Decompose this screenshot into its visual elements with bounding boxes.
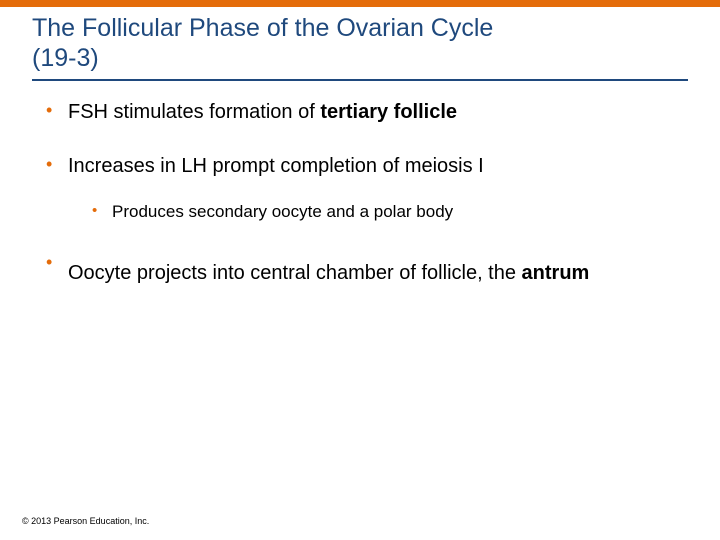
text-segment: Produces secondary oocyte and a polar bo… xyxy=(112,202,453,221)
bullet-marker: • xyxy=(46,99,68,122)
bullet-level-1: •Oocyte projects into central chamber of… xyxy=(46,251,692,295)
bullet-text: Increases in LH prompt completion of mei… xyxy=(68,153,692,179)
text-segment: Increases in LH prompt completion of mei… xyxy=(68,155,484,177)
text-segment: FSH stimulates formation of xyxy=(68,101,320,123)
slide-body: •FSH stimulates formation of tertiary fo… xyxy=(0,81,720,295)
slide: The Follicular Phase of the Ovarian Cycl… xyxy=(0,0,720,540)
bullet-text: Oocyte projects into central chamber of … xyxy=(68,251,692,295)
text-segment: Oocyte projects into central chamber of … xyxy=(68,262,522,284)
bullet-text: FSH stimulates formation of tertiary fol… xyxy=(68,99,692,125)
bold-term: tertiary follicle xyxy=(320,101,457,123)
bold-term: antrum xyxy=(522,262,590,284)
bullet-level-1: •Increases in LH prompt completion of me… xyxy=(46,153,692,179)
bullet-marker: • xyxy=(92,201,112,221)
bullet-marker: • xyxy=(46,251,68,274)
slide-title: The Follicular Phase of the Ovarian Cycl… xyxy=(0,7,720,77)
title-line-2: (19-3) xyxy=(32,43,688,73)
copyright-footer: © 2013 Pearson Education, Inc. xyxy=(22,516,149,526)
bullet-text: Produces secondary oocyte and a polar bo… xyxy=(112,201,692,223)
title-line-1: The Follicular Phase of the Ovarian Cycl… xyxy=(32,13,688,43)
bullet-marker: • xyxy=(46,153,68,176)
bullet-level-1: •FSH stimulates formation of tertiary fo… xyxy=(46,99,692,125)
bullet-level-2: •Produces secondary oocyte and a polar b… xyxy=(92,201,692,223)
accent-bar xyxy=(0,0,720,7)
